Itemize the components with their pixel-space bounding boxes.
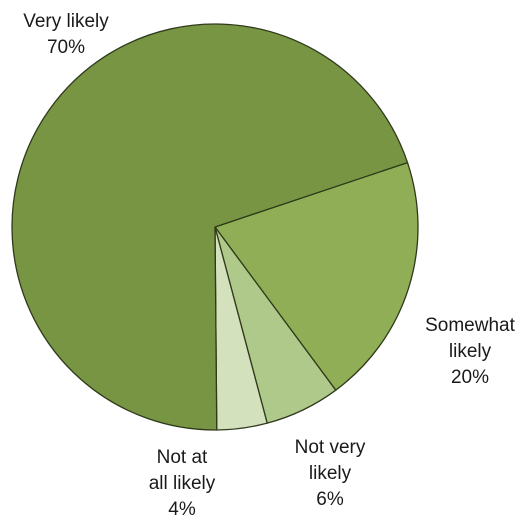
pie-slices (11, 23, 419, 431)
slice-somewhat-likely (214, 161, 419, 391)
slice-very-likely (11, 23, 409, 431)
value-label-not-at-all-likely: 4% (168, 499, 196, 520)
category-label-not-very-likely: likely (309, 463, 352, 484)
pie-labels: Somewhat likely 20% Not very likely 6% Not at a… (23, 11, 515, 520)
category-label-not-very-likely: Not very (295, 437, 366, 458)
category-label-somewhat-likely: likely (449, 341, 492, 362)
value-label-very-likely: 70% (47, 37, 85, 58)
category-label-not-at-all-likely: all likely (149, 473, 216, 494)
category-label-not-at-all-likely: Not at (157, 447, 208, 468)
label-very-likely: Very likely 70% (23, 11, 109, 58)
label-somewhat-likely: Somewhat likely 20% (425, 315, 515, 388)
category-label-very-likely: Very likely (23, 11, 109, 32)
category-label-somewhat-likely: Somewhat (425, 315, 515, 336)
value-label-somewhat-likely: 20% (451, 367, 489, 388)
value-label-not-very-likely: 6% (316, 489, 344, 510)
label-not-at-all-likely: Not at all likely 4% (149, 447, 216, 520)
label-not-very-likely: Not very likely 6% (295, 437, 366, 510)
